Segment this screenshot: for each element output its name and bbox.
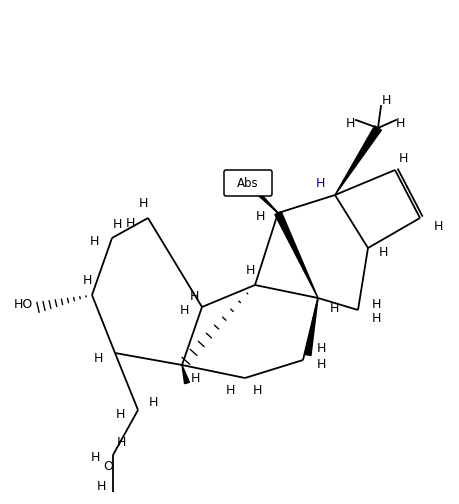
Text: H: H xyxy=(115,409,124,421)
Text: H: H xyxy=(96,480,106,493)
Text: H: H xyxy=(329,301,338,314)
Text: H: H xyxy=(370,298,380,311)
Text: H: H xyxy=(432,220,442,232)
Text: H: H xyxy=(255,210,264,222)
Text: Abs: Abs xyxy=(237,176,258,190)
Text: H: H xyxy=(370,311,380,325)
Polygon shape xyxy=(246,181,277,213)
Polygon shape xyxy=(334,126,381,195)
Text: H: H xyxy=(82,274,91,286)
Polygon shape xyxy=(274,212,317,298)
Text: H: H xyxy=(377,246,387,260)
Text: H: H xyxy=(90,452,100,465)
Text: H: H xyxy=(138,197,147,210)
Text: H: H xyxy=(148,396,157,409)
Text: H: H xyxy=(112,218,122,230)
Text: H: H xyxy=(190,371,199,385)
Text: H: H xyxy=(245,264,254,277)
Text: H: H xyxy=(93,351,102,364)
Text: H: H xyxy=(116,436,125,450)
Polygon shape xyxy=(182,365,189,384)
Text: H: H xyxy=(125,217,134,229)
Text: H: H xyxy=(316,358,325,371)
Text: H: H xyxy=(394,116,404,130)
Text: H: H xyxy=(314,176,324,190)
Text: H: H xyxy=(397,152,407,164)
Text: H: H xyxy=(345,116,354,130)
Text: HO: HO xyxy=(14,298,33,311)
Text: H: H xyxy=(179,303,188,317)
FancyBboxPatch shape xyxy=(224,170,271,196)
Text: H: H xyxy=(89,234,99,247)
Polygon shape xyxy=(304,298,317,355)
Text: H: H xyxy=(381,94,390,106)
Text: H: H xyxy=(225,384,234,397)
Text: H: H xyxy=(252,384,261,397)
Text: H: H xyxy=(316,342,325,354)
Text: O: O xyxy=(103,461,113,473)
Text: H: H xyxy=(189,290,198,303)
